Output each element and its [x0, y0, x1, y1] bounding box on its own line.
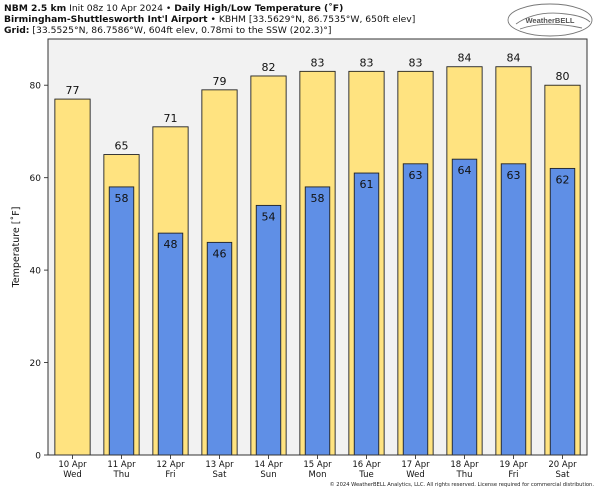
low-bar: [255, 204, 282, 456]
x-tick-day: Sun: [260, 470, 276, 480]
low-bar: [108, 186, 135, 456]
high-value-label: 71: [164, 112, 178, 125]
y-tick-label: 20: [30, 359, 42, 369]
y-tick-label: 60: [30, 174, 42, 184]
grid-line: Grid: [33.5525°N, 86.7586°W, 604ft elev,…: [4, 25, 331, 36]
y-axis-label: Temperature [˚F]: [11, 207, 22, 289]
y-tick-label: 80: [30, 82, 42, 92]
x-tick-date: 14 Apr: [254, 460, 283, 470]
low-value-label: 58: [311, 192, 325, 205]
x-tick-date: 10 Apr: [58, 460, 87, 470]
x-tick-day: Sat: [556, 470, 571, 480]
x-tick-day: Wed: [406, 470, 425, 480]
copyright-notice: © 2024 WeatherBELL Analytics, LLC. All r…: [329, 482, 594, 488]
high-value-label: 65: [115, 140, 129, 153]
x-tick-date: 12 Apr: [156, 460, 185, 470]
high-value-label: 77: [66, 84, 80, 97]
y-tick-label: 0: [35, 452, 41, 462]
high-value-label: 79: [213, 75, 227, 88]
x-tick-day: Mon: [309, 470, 327, 480]
high-value-label: 83: [311, 56, 325, 69]
high-value-label: 82: [262, 61, 276, 74]
y-axis: 0 20 40 60 80: [30, 82, 48, 462]
x-tick-day: Fri: [165, 470, 175, 480]
grid-label: Grid:: [4, 25, 30, 36]
high-bar: [54, 98, 91, 456]
station-line: Birmingham-Shuttlesworth Int'l Airport •…: [4, 14, 415, 25]
data-labels: 77 65 58 71 48 79 46 82 54 83 58 83 61 83 63 84 64 84 63 80…: [66, 52, 570, 261]
low-bar: [304, 186, 331, 456]
low-bar: [500, 163, 527, 456]
x-tick-date: 11 Apr: [107, 460, 136, 470]
x-tick-day: Thu: [456, 470, 473, 480]
x-tick-day: Wed: [63, 470, 82, 480]
high-value-label: 84: [507, 52, 521, 65]
low-value-label: 48: [164, 238, 178, 251]
logo-text: WeatherBELL: [525, 16, 574, 25]
x-tick-date: 18 Apr: [450, 460, 479, 470]
low-bar: [206, 241, 233, 456]
bullet: •: [165, 3, 172, 14]
low-bar: [451, 158, 478, 456]
x-tick-day: Tue: [358, 470, 374, 480]
high-value-label: 83: [360, 56, 374, 69]
low-value-label: 61: [360, 178, 374, 191]
low-bar: [402, 163, 429, 456]
station-info: • KBHM [33.5629°N, 86.7535°W, 650ft elev…: [210, 14, 416, 25]
x-tick-date: 15 Apr: [303, 460, 332, 470]
x-tick-date: 19 Apr: [499, 460, 528, 470]
low-value-label: 58: [115, 192, 129, 205]
low-value-label: 62: [556, 173, 570, 186]
low-bars: [108, 158, 576, 456]
product-title: Daily High/Low Temperature (˚F): [174, 3, 344, 14]
model-name: NBM 2.5 km: [4, 3, 67, 14]
high-value-label: 80: [556, 70, 570, 83]
high-value-label: 84: [458, 52, 472, 65]
high-value-label: 83: [409, 56, 423, 69]
low-bar: [549, 167, 576, 456]
low-value-label: 46: [213, 247, 227, 260]
low-value-label: 64: [458, 164, 472, 177]
x-tick-day: Thu: [113, 470, 130, 480]
weatherbell-logo: WeatherBELL: [507, 3, 593, 37]
grid-info: [33.5525°N, 86.7586°W, 604ft elev, 0.78m…: [32, 25, 332, 36]
init-time: Init 08z 10 Apr 2024: [69, 3, 163, 14]
x-tick-date: 16 Apr: [352, 460, 381, 470]
low-value-label: 63: [507, 169, 521, 182]
low-bar: [353, 172, 380, 456]
station-name: Birmingham-Shuttlesworth Int'l Airport: [4, 14, 208, 25]
x-tick-date: 20 Apr: [548, 460, 577, 470]
low-value-label: 63: [409, 169, 423, 182]
y-tick-label: 40: [30, 267, 42, 277]
x-tick-day: Sat: [213, 470, 228, 480]
low-bar: [157, 232, 184, 456]
x-tick-date: 13 Apr: [205, 460, 234, 470]
x-tick-day: Fri: [508, 470, 518, 480]
x-tick-date: 17 Apr: [401, 460, 430, 470]
low-value-label: 54: [262, 210, 276, 223]
title-line: NBM 2.5 km Init 08z 10 Apr 2024 • Daily …: [4, 3, 343, 14]
